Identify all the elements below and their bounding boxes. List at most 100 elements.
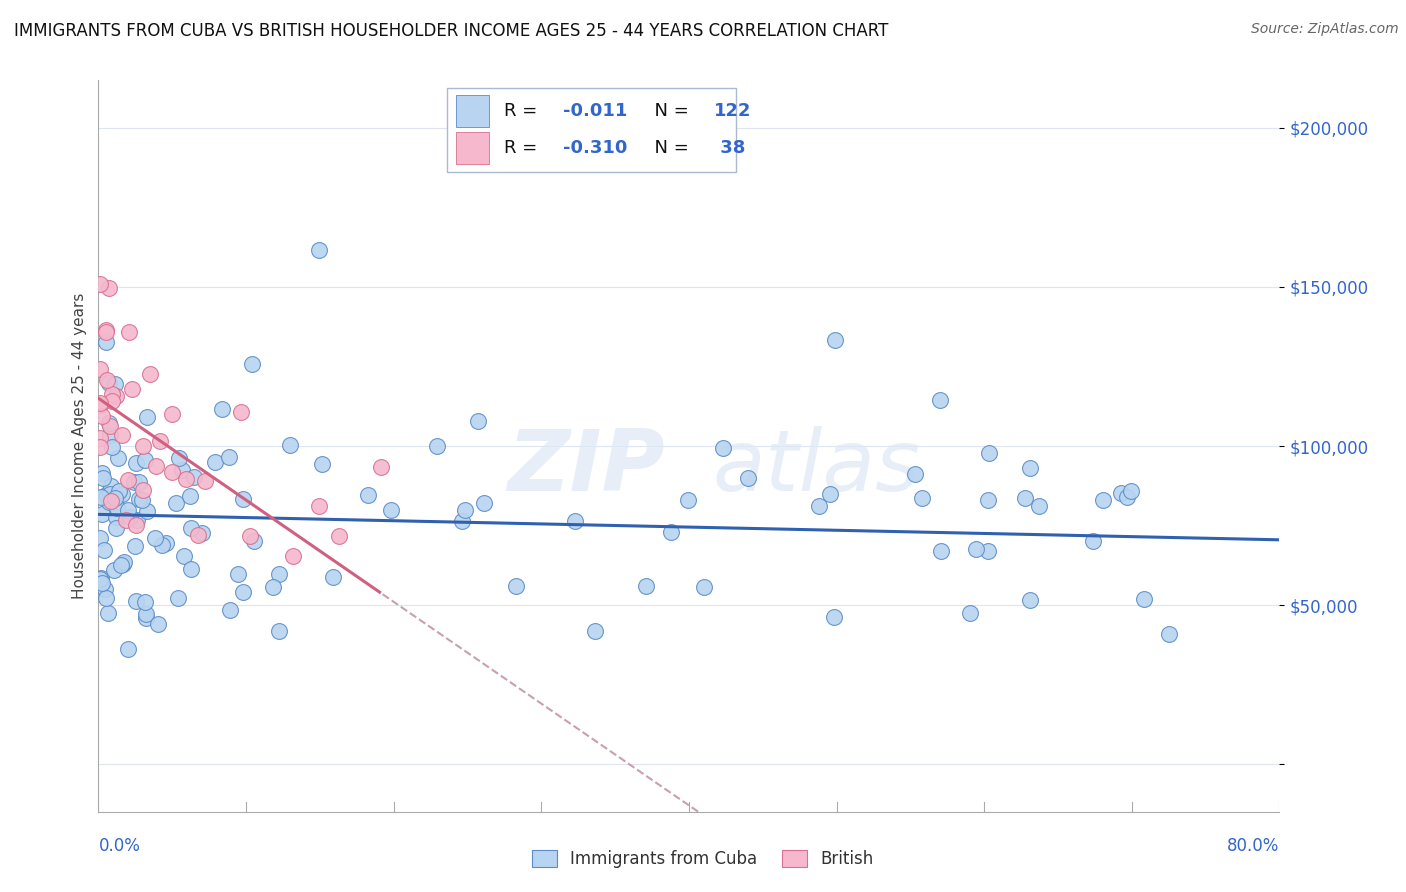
Point bbox=[91, 575, 114, 590]
Point bbox=[180, 521, 202, 535]
Point bbox=[94, 326, 117, 340]
Point bbox=[1083, 534, 1105, 549]
FancyBboxPatch shape bbox=[457, 95, 489, 128]
Text: N =: N = bbox=[643, 139, 695, 157]
Point bbox=[118, 510, 141, 524]
Point bbox=[100, 494, 122, 508]
Point bbox=[965, 541, 987, 556]
Point bbox=[96, 487, 118, 501]
Point bbox=[229, 405, 252, 419]
Point bbox=[98, 416, 121, 430]
Point bbox=[370, 460, 392, 475]
Text: ZIP: ZIP bbox=[508, 426, 665, 509]
Y-axis label: Householder Income Ages 25 - 44 years: Householder Income Ages 25 - 44 years bbox=[72, 293, 87, 599]
Point bbox=[117, 503, 139, 517]
Point bbox=[467, 414, 489, 428]
Point bbox=[122, 475, 145, 489]
Point bbox=[105, 490, 128, 504]
Point bbox=[807, 499, 830, 513]
Point bbox=[191, 526, 214, 541]
Point bbox=[101, 387, 124, 401]
Text: 80.0%: 80.0% bbox=[1227, 838, 1279, 855]
Point bbox=[111, 428, 134, 442]
Point bbox=[583, 624, 606, 638]
Point bbox=[172, 463, 194, 477]
Point bbox=[179, 489, 201, 503]
Point bbox=[450, 514, 472, 528]
Point bbox=[143, 531, 166, 545]
Point bbox=[1159, 627, 1181, 641]
Point bbox=[125, 518, 148, 533]
Point bbox=[90, 467, 112, 481]
Point bbox=[125, 594, 148, 608]
Point bbox=[148, 434, 170, 448]
Point bbox=[96, 323, 118, 337]
Point bbox=[98, 487, 121, 501]
Point bbox=[125, 456, 148, 470]
Point bbox=[134, 595, 156, 609]
Point bbox=[96, 591, 118, 605]
Point bbox=[125, 513, 148, 527]
Point bbox=[104, 377, 127, 392]
Point bbox=[180, 562, 202, 576]
Point bbox=[1116, 490, 1139, 504]
Point bbox=[693, 580, 716, 594]
Text: R =: R = bbox=[503, 103, 543, 120]
Point bbox=[136, 504, 159, 518]
Point bbox=[89, 440, 111, 454]
Text: 0.0%: 0.0% bbox=[98, 838, 141, 855]
Point bbox=[232, 585, 254, 599]
Point bbox=[176, 472, 198, 486]
Point bbox=[124, 540, 146, 554]
Point bbox=[128, 475, 150, 489]
Text: 38: 38 bbox=[714, 139, 745, 157]
Point bbox=[89, 361, 111, 376]
Point bbox=[1028, 499, 1050, 513]
Point bbox=[91, 409, 114, 423]
Point bbox=[474, 496, 496, 510]
Point bbox=[89, 431, 111, 445]
Point bbox=[218, 450, 240, 465]
Point bbox=[117, 642, 139, 657]
Point bbox=[131, 493, 153, 508]
Point bbox=[240, 358, 263, 372]
Point bbox=[676, 493, 699, 508]
Point bbox=[90, 507, 112, 521]
Point bbox=[96, 489, 118, 503]
Point bbox=[100, 479, 122, 493]
Point bbox=[281, 549, 304, 564]
Point bbox=[100, 394, 122, 409]
Point bbox=[977, 493, 1000, 508]
Text: N =: N = bbox=[643, 103, 695, 120]
Point bbox=[711, 442, 734, 456]
Point bbox=[115, 512, 138, 526]
Point bbox=[112, 556, 135, 570]
Point bbox=[117, 473, 139, 487]
Point bbox=[269, 567, 291, 582]
Point bbox=[89, 398, 111, 412]
Point bbox=[160, 465, 183, 479]
Point bbox=[232, 492, 254, 507]
Point bbox=[90, 571, 112, 585]
Point bbox=[162, 407, 184, 421]
Point bbox=[103, 562, 125, 576]
Point bbox=[356, 488, 378, 502]
Point bbox=[111, 557, 134, 571]
Point bbox=[105, 500, 128, 515]
Point bbox=[636, 579, 658, 593]
Point bbox=[1091, 493, 1114, 508]
Point bbox=[105, 509, 128, 524]
Point bbox=[238, 528, 260, 542]
Point bbox=[135, 410, 157, 425]
Point bbox=[135, 607, 157, 622]
Point bbox=[89, 277, 111, 291]
Point bbox=[267, 624, 290, 638]
Point bbox=[219, 602, 242, 616]
Point bbox=[564, 514, 586, 528]
Point bbox=[454, 503, 477, 517]
Point bbox=[93, 542, 115, 557]
Point bbox=[204, 455, 226, 469]
Point bbox=[150, 538, 173, 552]
Point bbox=[911, 491, 934, 506]
Point bbox=[308, 243, 330, 257]
